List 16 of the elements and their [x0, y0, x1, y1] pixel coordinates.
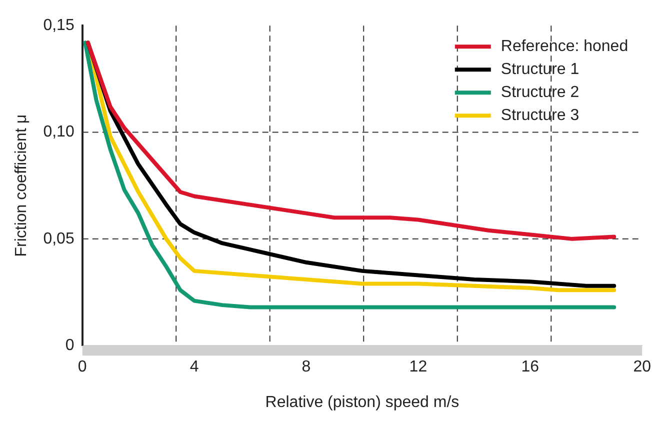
- x-tick-label: 20: [633, 358, 652, 376]
- legend-label: Reference: honed: [500, 38, 628, 56]
- legend-label: Structure 2: [500, 84, 580, 102]
- y-tick-label: 0,05: [43, 230, 74, 248]
- x-tick-label: 12: [409, 358, 428, 376]
- x-tick-label: 16: [521, 358, 540, 376]
- x-tick-label: 4: [190, 358, 199, 376]
- y-tick-label: 0: [65, 337, 74, 354]
- legend-label: Structure 1: [500, 61, 580, 78]
- y-tick-label: 0,10: [43, 124, 74, 141]
- x-axis-title: Relative (piston) speed m/s: [265, 394, 460, 411]
- y-axis-title: Friction coefficient μ: [13, 114, 30, 257]
- x-tick-label: 8: [302, 358, 311, 376]
- legend-label: Structure 3: [500, 107, 580, 124]
- y-tick-label: 0,15: [43, 17, 74, 34]
- x-tick-label: 0: [78, 358, 87, 376]
